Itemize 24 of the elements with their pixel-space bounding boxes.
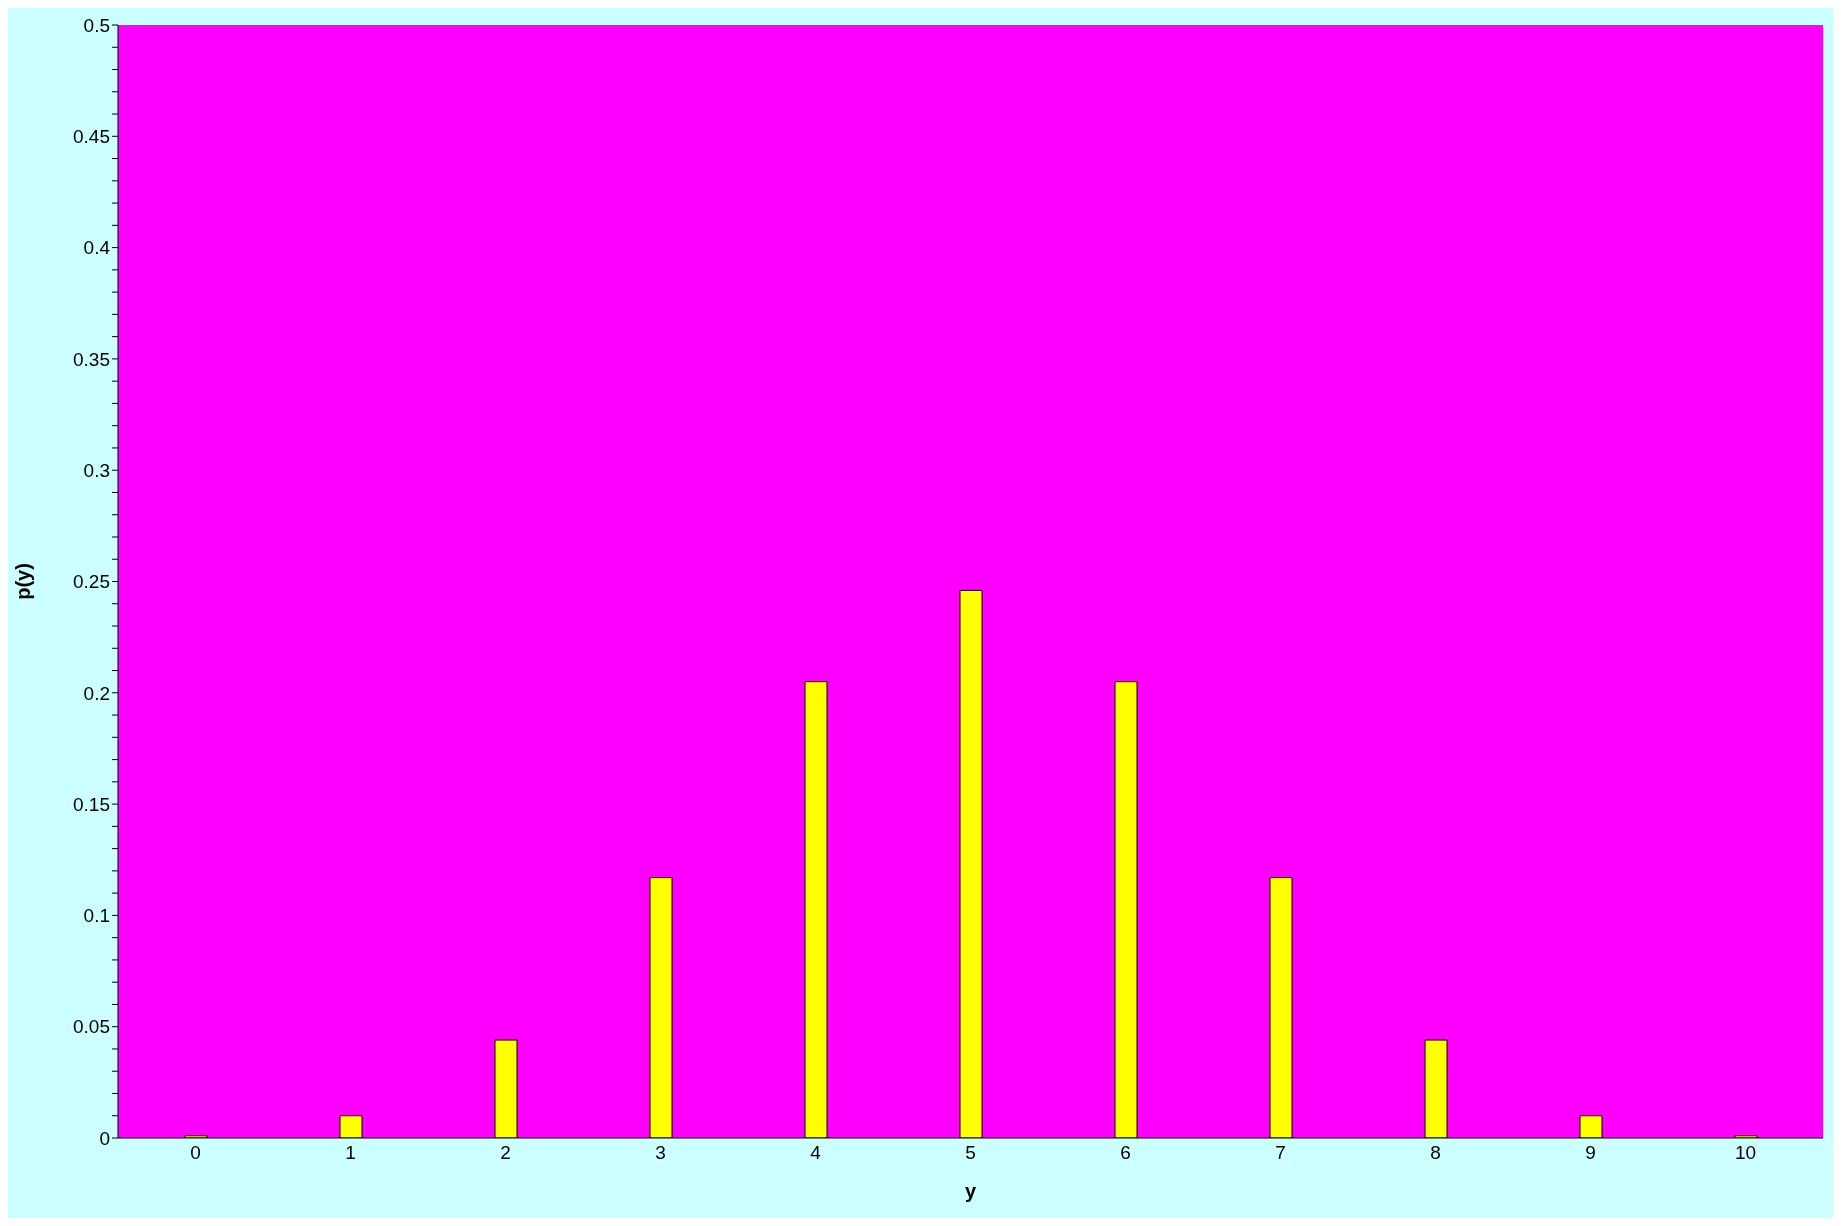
x-tick-label: 0	[190, 1142, 201, 1164]
x-tick-label: 3	[655, 1142, 666, 1164]
x-tick-label: 2	[500, 1142, 511, 1164]
x-axis-title: y	[964, 1180, 977, 1202]
y-tick-label: 0.3	[83, 459, 110, 481]
y-tick-label: 0.05	[73, 1016, 110, 1038]
y-axis-title: p(y)	[12, 563, 35, 600]
x-tick-label: 5	[965, 1142, 976, 1164]
y-tick-label: 0.5	[83, 14, 110, 36]
x-tick-label: 10	[1734, 1142, 1757, 1164]
y-tick-label: 0	[99, 1127, 110, 1149]
x-tick-label: 6	[1120, 1142, 1131, 1164]
y-tick-label: 0.4	[83, 237, 111, 259]
y-tick-label: 0.45	[73, 126, 110, 148]
y-tick-label: 0.15	[73, 793, 110, 815]
x-tick-label: 8	[1430, 1142, 1441, 1164]
y-tick-label: 0.1	[83, 905, 110, 927]
x-tick-label: 4	[810, 1142, 822, 1164]
x-tick-label: 1	[345, 1142, 356, 1164]
y-tick-label: 0.35	[73, 348, 110, 370]
x-tick-label: 9	[1585, 1142, 1596, 1164]
x-tick-label: 7	[1275, 1142, 1286, 1164]
y-tick-label: 0.25	[73, 571, 110, 593]
y-tick-label: 0.2	[83, 682, 110, 704]
